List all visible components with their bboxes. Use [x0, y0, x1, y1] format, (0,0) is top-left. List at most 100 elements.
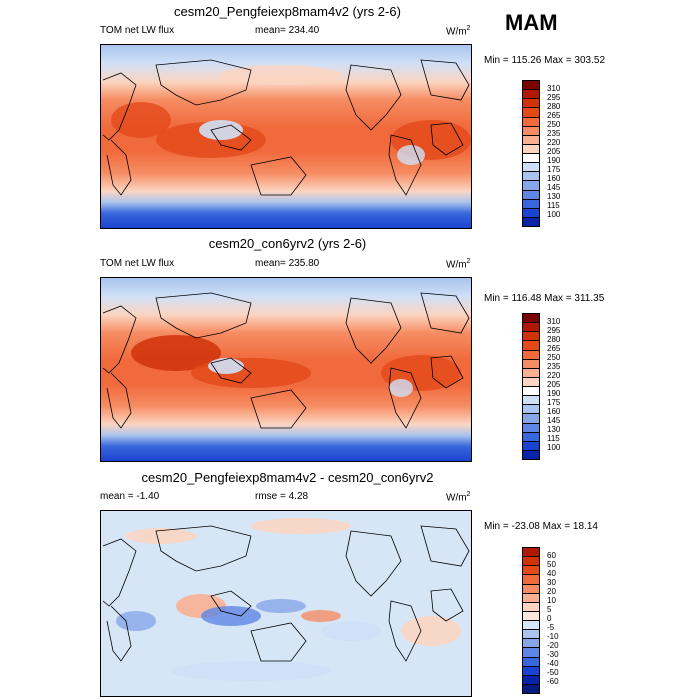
colorbar-tick: 250: [547, 120, 561, 129]
panel3-colorbar: [522, 547, 540, 694]
colorbar-tick: 160: [547, 407, 561, 416]
colorbar-swatch: [523, 377, 539, 387]
colorbar-tick: 130: [547, 425, 561, 434]
colorbar-swatch: [523, 675, 539, 685]
panel1-units-label: W/m2: [446, 25, 471, 38]
colorbar-tick: 190: [547, 156, 561, 165]
colorbar-tick: 5: [547, 605, 552, 614]
panel3-title: cesm20_Pengfeiexp8mam4v2 - cesm20_con6yr…: [141, 470, 434, 485]
colorbar-swatch: [523, 332, 539, 342]
colorbar-tick: 205: [547, 147, 561, 156]
panel1-mean-label: mean= 234.40: [255, 25, 320, 36]
colorbar-swatch: [523, 432, 539, 442]
colorbar-tick: 295: [547, 93, 561, 102]
panel1-map-field: [101, 45, 471, 228]
panel3-mean-label: mean = -1.40: [100, 491, 160, 502]
panel2-field-label: TOM net LW flux: [100, 258, 175, 269]
colorbar-tick: 175: [547, 165, 561, 174]
colorbar-tick: 280: [547, 102, 561, 111]
panel2-title: cesm20_con6yrv2 (yrs 2-6): [208, 236, 367, 251]
panel2-map-field: [101, 278, 471, 461]
colorbar-swatch: [523, 350, 539, 360]
panel3-map: [100, 510, 472, 697]
colorbar-swatch: [523, 441, 539, 451]
colorbar-tick: -20: [547, 641, 559, 650]
colorbar-swatch: [523, 450, 539, 459]
colorbar-swatch: [523, 639, 539, 649]
colorbar-tick: -40: [547, 659, 559, 668]
colorbar-swatch: [523, 414, 539, 424]
panel1-field-label: TOM net LW flux: [100, 25, 175, 36]
colorbar-swatch: [523, 217, 539, 226]
colorbar-tick: 220: [547, 138, 561, 147]
colorbar-tick: -60: [547, 677, 559, 686]
panel1-colorbar: [522, 80, 540, 227]
colorbar-tick: 30: [547, 578, 556, 587]
colorbar-tick: 160: [547, 174, 561, 183]
colorbar-swatch: [523, 630, 539, 640]
colorbar-swatch: [523, 405, 539, 415]
colorbar-swatch: [523, 648, 539, 658]
colorbar-swatch: [523, 99, 539, 109]
colorbar-tick: 310: [547, 84, 561, 93]
panel2-mean-label: mean= 235.80: [255, 258, 320, 269]
colorbar-swatch: [523, 135, 539, 145]
colorbar-tick: 175: [547, 398, 561, 407]
colorbar-tick: 40: [547, 569, 556, 578]
colorbar-tick: 10: [547, 596, 556, 605]
colorbar-swatch: [523, 602, 539, 612]
colorbar-swatch: [523, 387, 539, 397]
colorbar-swatch: [523, 621, 539, 631]
colorbar-swatch: [523, 323, 539, 333]
colorbar-swatch: [523, 684, 539, 693]
colorbar-tick: 265: [547, 344, 561, 353]
colorbar-swatch: [523, 163, 539, 173]
colorbar-tick: 100: [547, 210, 561, 219]
colorbar-tick: 145: [547, 183, 561, 192]
colorbar-tick: 100: [547, 443, 561, 452]
colorbar-swatch: [523, 423, 539, 433]
colorbar-tick: 190: [547, 389, 561, 398]
panel2-units-label: W/m2: [446, 258, 471, 271]
colorbar-tick: -50: [547, 668, 559, 677]
colorbar-swatch: [523, 172, 539, 182]
season-label: MAM: [505, 10, 558, 35]
colorbar-tick: 205: [547, 380, 561, 389]
colorbar-tick: -10: [547, 632, 559, 641]
colorbar-swatch: [523, 341, 539, 351]
colorbar-tick: 115: [547, 201, 560, 210]
colorbar-tick: 310: [547, 317, 561, 326]
colorbar-tick: 235: [547, 362, 561, 371]
panel2-map: [100, 277, 472, 462]
colorbar-swatch: [523, 548, 539, 558]
colorbar-swatch: [523, 575, 539, 585]
colorbar-tick: 20: [547, 587, 556, 596]
panel3-map-field: [101, 511, 471, 696]
colorbar-swatch: [523, 557, 539, 567]
panel1-title: cesm20_Pengfeiexp8mam4v2 (yrs 2-6): [174, 4, 401, 19]
colorbar-swatch: [523, 108, 539, 118]
panel1-minmax-label: Min = 115.26 Max = 303.52: [484, 55, 606, 66]
colorbar-swatch: [523, 593, 539, 603]
panel2-colorbar: [522, 313, 540, 460]
colorbar-tick: 235: [547, 129, 561, 138]
panel3-minmax-label: Min = -23.08 Max = 18.14: [484, 521, 598, 532]
colorbar-swatch: [523, 181, 539, 191]
panel2-minmax-label: Min = 116.48 Max = 311.35: [484, 293, 605, 304]
colorbar-tick: 60: [547, 551, 556, 560]
panel3-rmse-label: rmse = 4.28: [255, 491, 309, 502]
colorbar-swatch: [523, 117, 539, 127]
colorbar-tick: -5: [547, 623, 555, 632]
colorbar-swatch: [523, 368, 539, 378]
colorbar-swatch: [523, 81, 539, 91]
colorbar-tick: 145: [547, 416, 561, 425]
colorbar-tick: 280: [547, 335, 561, 344]
colorbar-tick: 0: [547, 614, 552, 623]
colorbar-swatch: [523, 657, 539, 667]
colorbar-tick: 130: [547, 192, 561, 201]
colorbar-swatch: [523, 154, 539, 164]
colorbar-swatch: [523, 666, 539, 676]
colorbar-swatch: [523, 359, 539, 369]
colorbar-tick: 220: [547, 371, 561, 380]
panel1-map: [100, 44, 472, 229]
